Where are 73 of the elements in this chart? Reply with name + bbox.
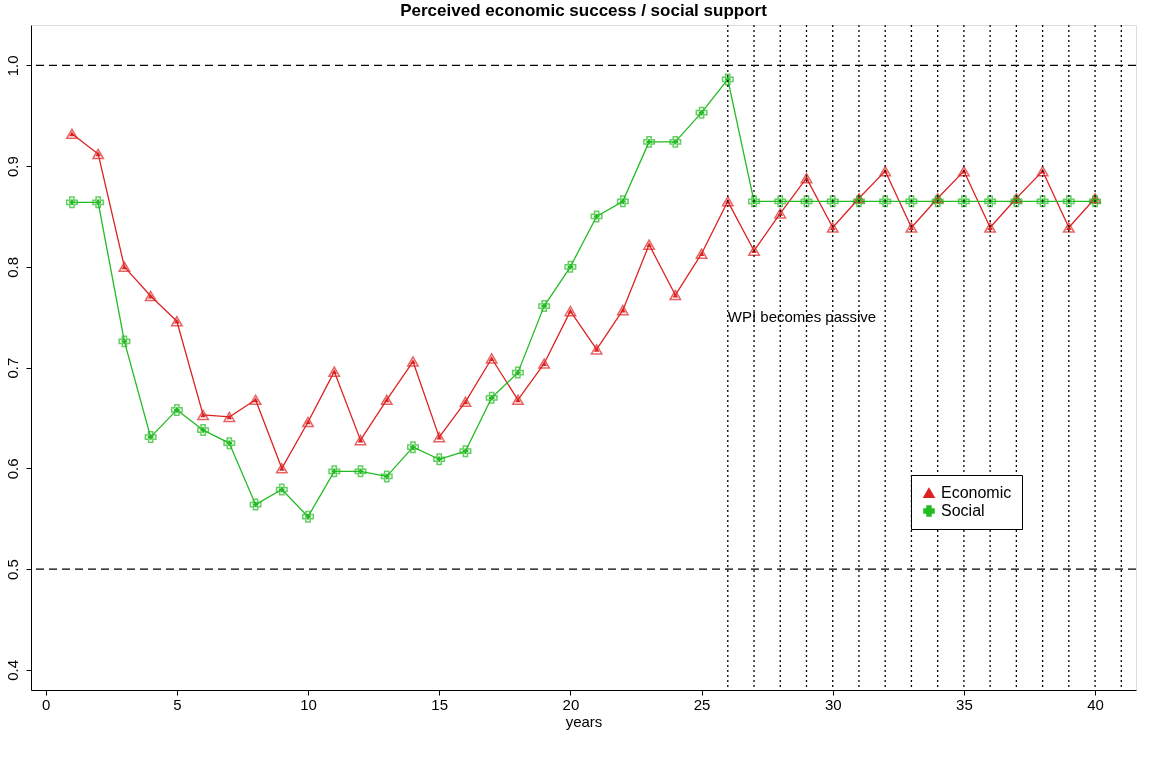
point bbox=[328, 465, 341, 478]
point bbox=[1062, 195, 1075, 208]
point bbox=[328, 366, 341, 377]
point bbox=[275, 463, 288, 474]
point bbox=[748, 245, 761, 256]
point bbox=[380, 470, 393, 483]
point bbox=[92, 196, 105, 209]
legend-label: Economic bbox=[941, 484, 1012, 501]
y-tick-label: 0.6 bbox=[3, 458, 21, 480]
y-tick-label: 0.5 bbox=[3, 559, 21, 581]
point bbox=[774, 208, 787, 219]
point bbox=[1089, 195, 1102, 208]
x-tick-label: 15 bbox=[431, 695, 449, 713]
x-tick-label: 20 bbox=[562, 695, 580, 713]
point bbox=[643, 239, 656, 250]
point bbox=[748, 195, 761, 208]
point bbox=[170, 315, 183, 327]
x-tick-label: 25 bbox=[693, 695, 711, 713]
point bbox=[65, 196, 78, 209]
point bbox=[1062, 222, 1075, 233]
point bbox=[406, 441, 419, 454]
point bbox=[538, 358, 551, 369]
y-tick-label: 0.7 bbox=[3, 357, 21, 379]
point bbox=[564, 260, 577, 273]
point bbox=[511, 366, 524, 379]
point bbox=[879, 165, 892, 177]
point bbox=[852, 195, 865, 208]
point bbox=[826, 195, 839, 208]
point bbox=[170, 403, 183, 416]
point bbox=[197, 409, 210, 421]
point bbox=[433, 431, 446, 443]
x-tick-label: 0 bbox=[42, 695, 51, 713]
point bbox=[302, 416, 315, 428]
point bbox=[643, 135, 656, 148]
point bbox=[616, 195, 629, 208]
point bbox=[223, 437, 236, 450]
point bbox=[879, 195, 892, 208]
point bbox=[485, 391, 498, 404]
point bbox=[511, 394, 524, 406]
y-tick-label: 1.0 bbox=[3, 55, 21, 77]
x-tick-label: 40 bbox=[1087, 695, 1104, 713]
point bbox=[302, 510, 315, 523]
x-tick-label: 30 bbox=[824, 695, 842, 713]
point bbox=[197, 424, 210, 437]
point bbox=[65, 128, 78, 140]
point bbox=[957, 165, 970, 177]
y-tick-label: 0.4 bbox=[3, 659, 21, 681]
point bbox=[406, 356, 419, 367]
point bbox=[826, 222, 839, 233]
point bbox=[721, 73, 734, 86]
point bbox=[669, 135, 682, 148]
x-tick-label: 5 bbox=[173, 695, 182, 713]
y-tick-label: 0.9 bbox=[3, 156, 21, 177]
point bbox=[433, 453, 446, 466]
chart-title: Perceived economic success / social support bbox=[400, 1, 768, 21]
y-tick-label: 0.8 bbox=[3, 256, 21, 278]
point bbox=[774, 195, 787, 208]
point bbox=[92, 148, 105, 160]
legend-label: Social bbox=[941, 502, 985, 519]
point bbox=[459, 445, 472, 458]
point bbox=[984, 222, 997, 233]
point bbox=[538, 300, 551, 313]
point bbox=[144, 431, 157, 444]
point bbox=[984, 195, 997, 208]
point bbox=[721, 196, 734, 207]
point bbox=[275, 483, 288, 496]
annotation: WPI becomes passive bbox=[727, 308, 877, 326]
x-tick-label: 35 bbox=[956, 695, 973, 713]
point bbox=[957, 195, 970, 208]
x-tick-label: 10 bbox=[300, 695, 317, 713]
point bbox=[380, 394, 393, 406]
x-axis-title: years bbox=[565, 712, 603, 730]
point bbox=[616, 304, 629, 316]
